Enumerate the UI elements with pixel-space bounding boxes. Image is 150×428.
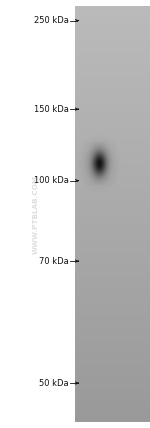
Text: 50 kDa: 50 kDa — [39, 378, 69, 388]
Text: 150 kDa: 150 kDa — [34, 104, 69, 114]
Text: 70 kDa: 70 kDa — [39, 256, 69, 266]
Text: 250 kDa: 250 kDa — [34, 16, 69, 25]
Text: WWW.PTBLAB.COM: WWW.PTBLAB.COM — [33, 175, 39, 253]
Text: 100 kDa: 100 kDa — [34, 176, 69, 185]
